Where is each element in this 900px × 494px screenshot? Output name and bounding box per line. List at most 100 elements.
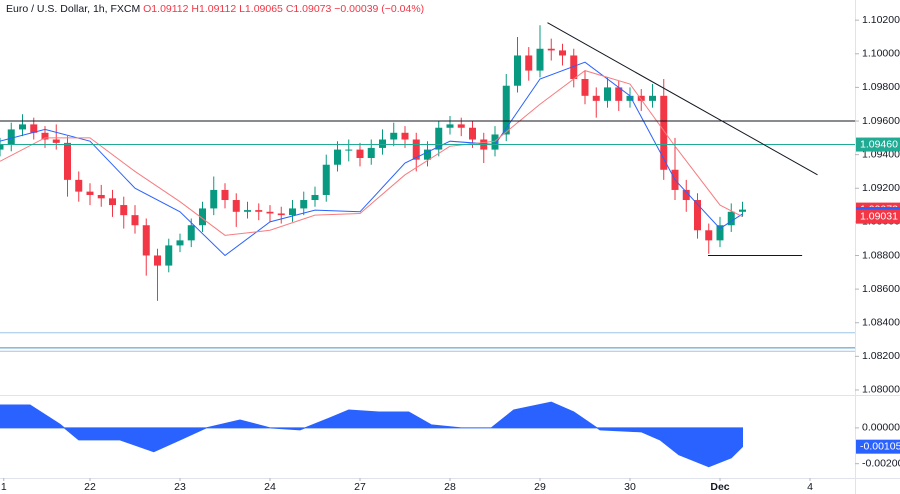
candle-body — [311, 194, 319, 201]
candle-body — [457, 124, 465, 128]
candle-body — [232, 200, 240, 212]
candle-body — [525, 55, 533, 71]
candle-body — [547, 48, 555, 51]
change: −0.00039 (−0.04%) — [334, 3, 424, 15]
value-label: -0.00105 — [860, 440, 900, 452]
candle-body — [716, 225, 724, 241]
candle-body — [154, 255, 161, 266]
candle-body — [401, 132, 409, 140]
y-tick-label: 1.10200 — [862, 14, 900, 26]
candle-body — [109, 198, 116, 206]
candle-body — [345, 149, 353, 151]
candle-body — [559, 50, 566, 56]
candle-body — [604, 87, 611, 101]
candle-body — [424, 149, 431, 160]
y-tick-label: 1.09600 — [862, 115, 900, 127]
candle-body — [334, 149, 341, 165]
plot: 1.08000 1.08200 1.08400 1.08600 1.08800 1.090… — [0, 14, 900, 493]
candle-body — [52, 139, 60, 143]
trend-line — [547, 22, 818, 176]
y-tick-label: 1.10000 — [862, 48, 900, 60]
chart-header: Euro / U.S. Dollar, 1h, FXCM O1.09112 H1… — [6, 3, 424, 15]
symbol: Euro / U.S. Dollar, 1h, FXCM — [6, 3, 140, 15]
candle-body — [120, 205, 128, 216]
candle-body — [615, 87, 623, 101]
price-label-box — [856, 209, 900, 224]
oscillator-area — [0, 401, 743, 468]
candle-body — [75, 179, 83, 192]
y-tick-label: -0.00200 — [862, 457, 900, 469]
x-tick-label: 28 — [444, 481, 456, 493]
candle-body — [570, 55, 578, 79]
x-tick-label: 30 — [624, 481, 636, 493]
candle-body — [469, 127, 476, 140]
ohlc-open: O1.09112 — [143, 3, 189, 15]
candle-body — [199, 208, 206, 226]
candle-body — [682, 189, 690, 201]
price-label-box — [856, 137, 900, 152]
moving-average — [0, 70, 743, 236]
candle-body — [187, 225, 195, 241]
candle-body — [592, 95, 600, 101]
candle-body — [727, 211, 735, 226]
candle-body — [266, 211, 274, 214]
candle-body — [30, 124, 38, 133]
candle-body — [86, 191, 94, 195]
candle-body — [412, 139, 420, 160]
candle-body — [289, 208, 296, 216]
price-label: 1.09460 — [860, 138, 898, 150]
candle-body — [41, 132, 49, 140]
candle-body — [244, 210, 251, 212]
candle-body — [210, 189, 218, 209]
candle-body — [649, 95, 656, 101]
x-tick-label: 23 — [174, 481, 186, 493]
candle-body — [435, 127, 443, 150]
x-tick-label: 24 — [264, 481, 276, 493]
ohlc-high: H1.09112 — [191, 3, 236, 15]
candle-body — [694, 200, 701, 231]
candle-body — [97, 194, 105, 199]
x-tick-label: 1 — [1, 481, 7, 493]
y-tick-label: 1.08000 — [862, 384, 900, 396]
y-tick-label: 0.00000 — [862, 422, 900, 434]
candle-body — [221, 189, 229, 201]
candle-body — [0, 144, 4, 150]
candle-body — [446, 124, 454, 128]
value-label-box — [856, 439, 900, 454]
candle-body — [660, 95, 668, 170]
candle-body — [176, 240, 184, 246]
y-tick-label: 1.08600 — [862, 283, 900, 295]
candle-body — [705, 230, 713, 241]
candle-body — [19, 124, 26, 130]
y-tick-label: 1.08800 — [862, 249, 900, 261]
candle-body — [7, 129, 15, 145]
ohlc-close: C1.09073 — [286, 3, 332, 15]
candle-body — [514, 55, 521, 86]
candle-body — [367, 147, 375, 158]
y-tick-label: 1.09800 — [862, 81, 900, 93]
candle-body — [255, 210, 263, 212]
y-tick-label: 1.09200 — [862, 182, 900, 194]
moving-average — [0, 61, 743, 257]
candle-body — [165, 245, 173, 266]
candle-body — [581, 79, 589, 96]
candle-body — [379, 139, 386, 148]
candle-body — [637, 95, 645, 101]
candle-body — [277, 213, 285, 216]
candle-body — [626, 95, 634, 101]
candle-body — [491, 134, 499, 150]
x-tick-label: 22 — [84, 481, 96, 493]
ohlc-low: L1.09065 — [239, 3, 283, 15]
price-label: 1.09031 — [860, 210, 898, 222]
y-tick-label: 1.08400 — [862, 317, 900, 329]
x-tick-label: 27 — [354, 481, 366, 493]
y-tick-label: 1.08200 — [862, 350, 900, 362]
candle-body — [131, 215, 139, 226]
candle-body — [390, 132, 398, 140]
candle-body — [300, 200, 308, 209]
candle-body — [64, 142, 71, 180]
candle-body — [739, 209, 746, 212]
x-tick-label: 29 — [534, 481, 546, 493]
